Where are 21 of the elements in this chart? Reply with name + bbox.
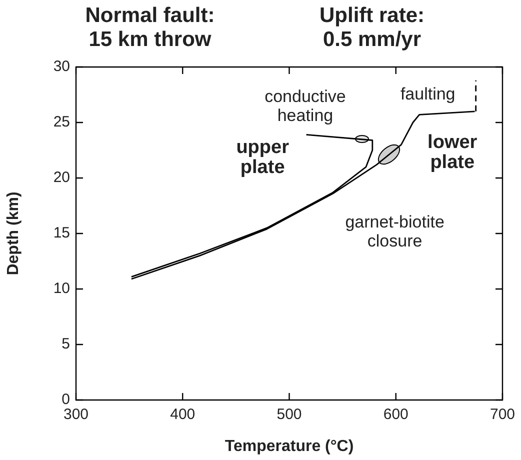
annotation: faulting xyxy=(400,84,456,104)
annotation: upper plate xyxy=(236,137,290,178)
annotation: garnet-biotite closure xyxy=(345,212,444,251)
y-tick-label: 10 xyxy=(53,280,70,298)
y-tick-label: 15 xyxy=(53,224,70,242)
x-tick-label: 400 xyxy=(170,406,196,424)
y-tick-label: 25 xyxy=(53,114,70,131)
y-tick-label: 0 xyxy=(62,391,70,408)
x-tick-label: 300 xyxy=(63,406,89,424)
annotation: lower plate xyxy=(428,132,478,173)
y-axis-title: Depth (km) xyxy=(5,192,22,276)
y-tick-label: 5 xyxy=(62,336,70,353)
x-tick-label: 600 xyxy=(383,406,408,424)
y-tick-label: 30 xyxy=(53,58,70,76)
x-tick-label: 500 xyxy=(276,406,302,424)
annotation: conductive heating xyxy=(264,87,346,126)
y-tick-label: 20 xyxy=(53,169,70,186)
x-tick-label: 700 xyxy=(490,406,515,424)
chart-title: Normal fault: 15 km throw xyxy=(84,4,216,52)
chart-subtitle: Uplift rate: 0.5 mm/yr xyxy=(318,4,426,52)
x-axis-title: Temperature (°C) xyxy=(224,438,354,455)
